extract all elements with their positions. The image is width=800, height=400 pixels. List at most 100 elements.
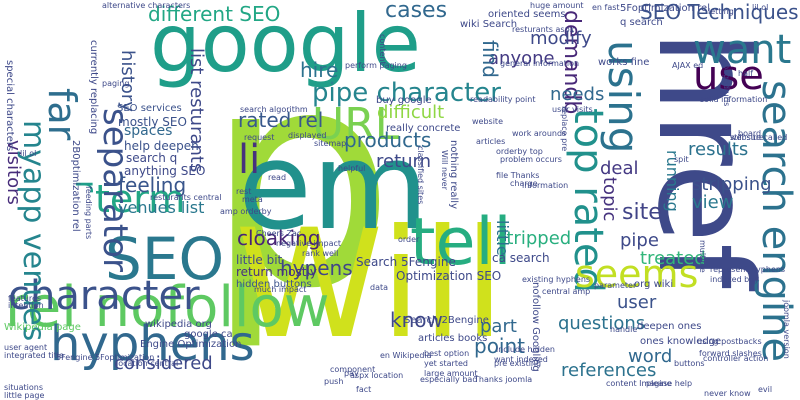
cloud-word: yet started <box>424 359 468 368</box>
cloud-word: anyone <box>488 48 555 69</box>
cloud-word: google <box>150 0 421 90</box>
cloud-word: evil <box>758 385 773 394</box>
cloud-word: li <box>238 137 261 183</box>
cloud-word: 5Foptimization rel <box>620 3 710 14</box>
cloud-word: cloaking <box>237 226 321 250</box>
cloud-word: rank well <box>302 249 339 258</box>
cloud-word: Thanks joomla <box>474 375 533 384</box>
cloud-word: articles books <box>418 333 488 344</box>
cloud-word: meta <box>242 195 263 204</box>
cloud-word: site <box>622 200 662 225</box>
cloud-word: Cheers Zac <box>256 229 302 238</box>
cloud-word: p <box>205 5 396 354</box>
cloud-word: Will <box>235 198 506 372</box>
cloud-word: mostly SEO <box>118 115 187 129</box>
cloud-word: view <box>692 192 734 213</box>
cloud-word: feeling <box>118 173 187 197</box>
cloud-word: joomla version <box>782 300 791 359</box>
cloud-word: help deepen <box>124 139 199 153</box>
cloud-word: solid information <box>700 95 768 104</box>
cloud-word: seems <box>575 252 699 296</box>
cloud-word: resturants aspx <box>512 25 575 34</box>
cloud-word: especially bad <box>420 375 478 384</box>
cloud-word: fact <box>356 385 372 394</box>
cloud-word: modify <box>530 28 592 49</box>
cloud-word: AJAX ed <box>672 61 704 70</box>
cloud-word: orderby top <box>496 147 543 156</box>
cloud-word: ca search <box>492 251 550 265</box>
cloud-word: work arounds <box>512 129 567 138</box>
cloud-word: anything SEO <box>124 164 206 178</box>
cloud-word: classified sites <box>416 146 425 205</box>
cloud-word: please help <box>646 379 693 388</box>
cloud-word: integrated title <box>4 351 64 360</box>
cloud-word: user <box>617 292 657 313</box>
cloud-word: letting <box>708 7 734 16</box>
cloud-word: website called <box>730 133 788 142</box>
cloud-word: Engine Optimization <box>140 339 242 350</box>
cloud-word: google ca <box>184 329 233 340</box>
cloud-word: Wikipedia page <box>4 322 81 333</box>
cloud-word: situations <box>4 383 43 392</box>
cloud-word: list resturants <box>186 48 207 173</box>
cloud-word: 2B0ptimization rel <box>70 140 81 232</box>
cloud-word: content <box>378 34 387 65</box>
cloud-word: replace pre <box>560 106 569 152</box>
cloud-word: questions <box>558 313 646 334</box>
cloud-word: oriented seems <box>488 9 566 20</box>
cloud-word: SEO Techniques <box>640 0 799 24</box>
cloud-word: SEO <box>105 225 225 293</box>
cloud-word: Search 2Bengine <box>404 315 489 326</box>
cloud-word: difficult <box>377 102 445 123</box>
cloud-word: en fast <box>592 3 620 12</box>
cloud-word: stripping <box>692 174 772 195</box>
cloud-word: hire <box>300 58 339 82</box>
cloud-word: Optimization SEO <box>396 269 502 283</box>
cloud-word: deepen ones <box>637 321 702 332</box>
cloud-word: em <box>238 118 429 257</box>
cloud-word: website <box>472 117 503 126</box>
cloud-word: lil ol <box>20 149 37 158</box>
cloud-word: want <box>693 27 792 73</box>
cloud-word: readability point <box>470 95 536 104</box>
cloud-word: special characters <box>4 60 15 152</box>
cloud-word: Will never <box>440 150 449 190</box>
cloud-word: intention <box>8 301 44 310</box>
cloud-word: currently replacing <box>88 40 99 135</box>
cloud-word: 5Fengine 5Foptimization <box>56 353 155 362</box>
cloud-word: location central <box>116 359 179 368</box>
cloud-word: ones knowledge <box>640 336 722 347</box>
cloud-word: results <box>688 139 749 160</box>
cloud-word: problem occurs <box>500 155 562 164</box>
cloud-word: wiki Search <box>460 19 518 30</box>
cloud-word: want indexed <box>494 355 548 364</box>
cloud-word: return <box>376 151 432 172</box>
cloud-word: hidden buttons <box>236 279 312 290</box>
cloud-word: nothing really <box>448 140 459 210</box>
cloud-word: request <box>244 133 275 142</box>
cloud-word: org wiki <box>634 279 674 290</box>
cloud-word: indexed buy <box>710 275 760 284</box>
cloud-word: rel nofollow <box>5 275 330 340</box>
cloud-word: hypens <box>280 256 353 280</box>
cloud-word: products <box>344 128 432 152</box>
cloud-word: forward slashes <box>699 349 762 358</box>
cloud-word: using postbacks <box>697 337 762 346</box>
cloud-word: read <box>268 173 287 182</box>
cloud-word: never know <box>704 389 751 398</box>
cloud-word: pay <box>344 369 359 378</box>
cloud-word: existing hyphens <box>522 275 591 284</box>
cloud-word: still sure <box>730 133 764 142</box>
cloud-word: spaces <box>124 123 173 139</box>
cloud-word: know <box>390 308 443 332</box>
cloud-word: considered <box>114 353 213 374</box>
cloud-word: push <box>324 377 344 386</box>
cloud-word: best option <box>424 349 470 358</box>
cloud-word: deal <box>600 158 639 179</box>
cloud-word: huge amount <box>530 1 584 10</box>
cloud-word: represent hyphens <box>710 265 786 274</box>
cloud-word: hyphens <box>50 316 255 372</box>
cloud-word: topic <box>599 177 620 222</box>
cloud-word: aspx location <box>350 371 404 380</box>
